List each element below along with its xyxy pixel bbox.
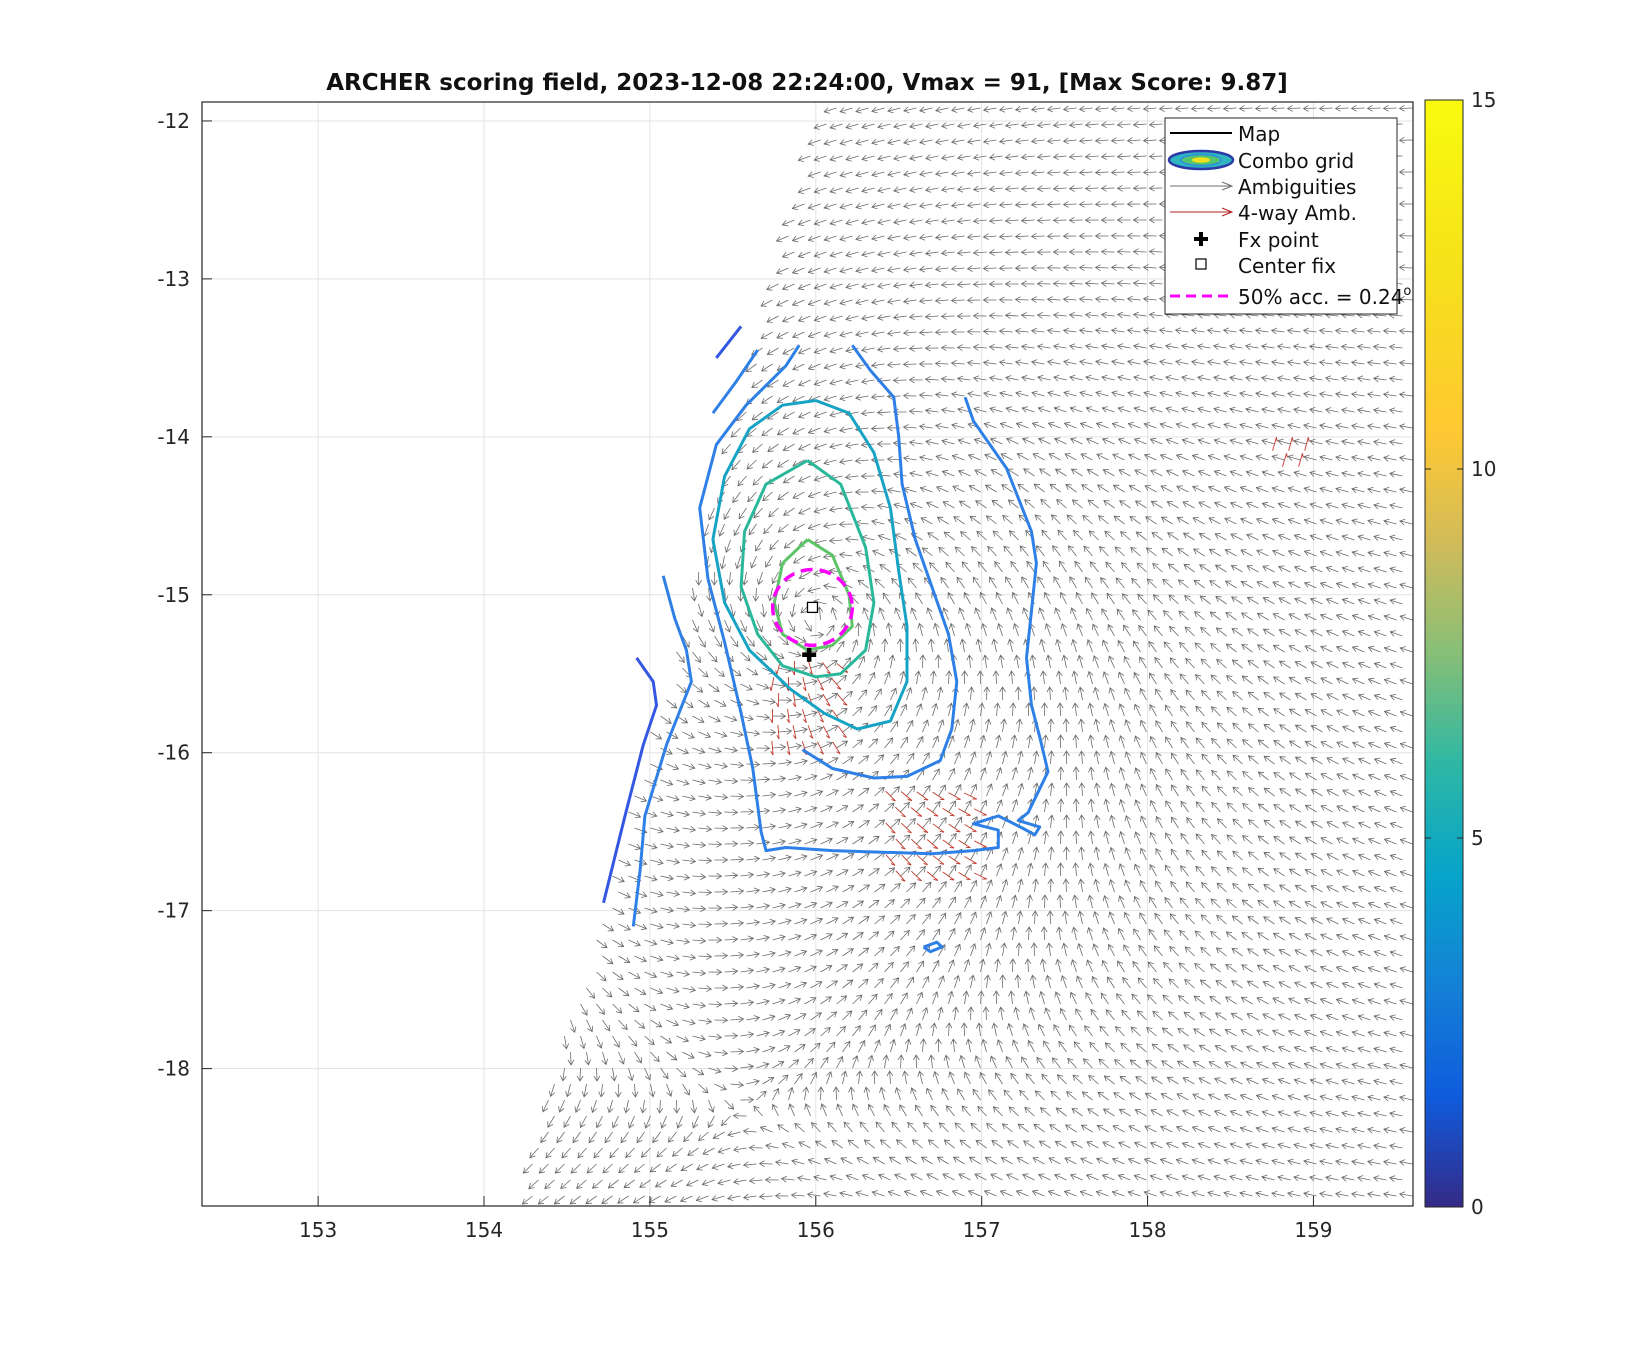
colorbar <box>1424 99 1464 1208</box>
x-tick-label: 154 <box>465 1218 503 1242</box>
chart-title: ARCHER scoring field, 2023-12-08 22:24:0… <box>326 70 1288 96</box>
legend-label-ambiguities: Ambiguities <box>1238 175 1356 199</box>
y-tick-label: -13 <box>157 267 190 291</box>
axes-box <box>201 101 1414 1207</box>
x-tick-label: 158 <box>1128 1218 1166 1242</box>
legend-fx-point-icon <box>1194 232 1208 246</box>
x-tick-label: 159 <box>1294 1218 1332 1242</box>
contour-level-5 <box>801 344 959 780</box>
y-tick-label: -15 <box>157 583 190 607</box>
four-way-ambiguity-arrows <box>769 437 1310 882</box>
legend-four-way-arrow-icon <box>1170 207 1234 217</box>
y-tick-label: -17 <box>157 899 190 923</box>
grid-lines <box>202 102 1413 1206</box>
legend-label-four-way: 4-way Amb. <box>1238 201 1357 225</box>
accuracy-circle <box>770 567 855 648</box>
contour-level-5 <box>698 344 1050 856</box>
center-fix-marker <box>806 601 819 614</box>
four-way-arrow-field <box>769 437 1310 882</box>
score-contours <box>602 325 1050 954</box>
ambiguity-arrow-field <box>521 104 1413 1205</box>
legend-label-fx-point: Fx point <box>1238 228 1319 252</box>
contour-level-6.5 <box>711 399 909 731</box>
contour-level-5 <box>711 349 759 414</box>
legend-center-fix-icon <box>1195 258 1207 270</box>
contour-level-4 <box>602 657 658 904</box>
y-axis: -12 -13 -14 -15 -16 -17 -18 <box>157 109 212 1081</box>
fx-point-marker <box>802 647 817 662</box>
legend: Map Combo grid Ambiguities 4-way Amb. Fx… <box>1164 117 1411 315</box>
legend-label-accuracy: 50% acc. = 0.24o <box>1238 284 1411 309</box>
legend-label-map: Map <box>1238 122 1280 146</box>
x-tick-label: 155 <box>631 1218 669 1242</box>
legend-label-combo-grid: Combo grid <box>1238 149 1354 173</box>
contour-level-9.2 <box>772 538 854 652</box>
colorbar-tick-label: 5 <box>1471 826 1484 850</box>
contour-level-5 <box>631 575 693 927</box>
contour-level-8 <box>739 459 876 679</box>
y-tick-label: -14 <box>157 425 190 449</box>
contour-level-5 <box>922 940 944 954</box>
legend-label-center-fix: Center fix <box>1238 254 1336 278</box>
contour-level-4 <box>715 325 743 359</box>
colorbar-tick-label: 10 <box>1471 457 1496 481</box>
legend-ambiguities-arrow-icon <box>1170 181 1234 191</box>
colorbar-tick-label: 0 <box>1471 1195 1484 1219</box>
y-tick-label: -16 <box>157 741 190 765</box>
colorbar-ticks: 0 5 10 15 <box>1425 88 1496 1219</box>
ambiguity-arrows <box>521 104 1413 1205</box>
colorbar-tick-label: 15 <box>1471 88 1496 112</box>
legend-combo-grid-icon <box>1167 149 1235 171</box>
x-tick-label: 156 <box>797 1218 835 1242</box>
y-tick-label: -12 <box>157 109 190 133</box>
x-tick-label: 157 <box>963 1218 1001 1242</box>
y-tick-label: -18 <box>157 1057 190 1081</box>
x-axis: 153 154 155 156 157 158 159 <box>299 1196 1333 1242</box>
fix-markers <box>770 567 855 662</box>
x-tick-label: 153 <box>299 1218 337 1242</box>
